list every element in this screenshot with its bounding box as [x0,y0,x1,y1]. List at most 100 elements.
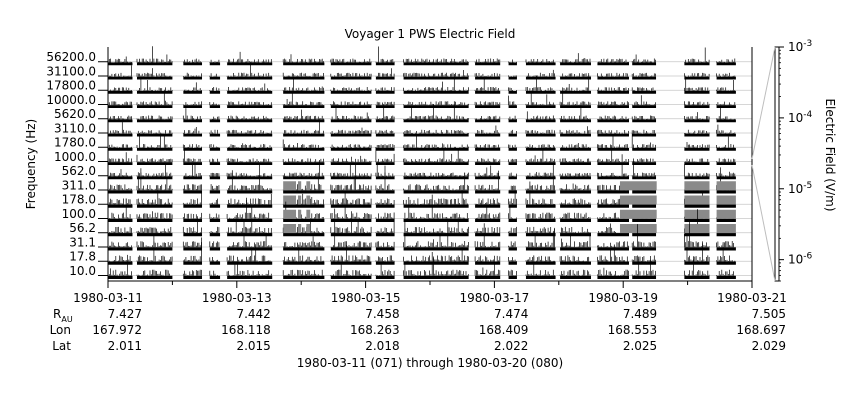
data-segment [508,275,517,279]
signal-spikes [226,244,271,262]
signal-spikes [597,101,629,106]
data-segment [283,218,325,222]
signal-spikes [330,244,372,262]
signal-spikes [597,135,628,148]
signal-spikes [474,144,501,148]
data-segment [475,90,501,94]
colorbar-connector-top [751,46,776,160]
data-segment [227,275,273,279]
data-segment [403,204,469,208]
signal-spikes [182,237,202,262]
signal-spikes [525,129,555,134]
signal-spikes [136,211,173,219]
data-segment [684,90,710,94]
data-segment [108,233,133,237]
data-segment [475,233,501,237]
x-tick-label: 1980-03-11 [73,291,143,305]
signal-spikes [474,73,501,77]
data-segment [375,261,395,265]
data-segment [283,275,325,279]
signal-spikes [209,158,220,163]
signal-spikes [716,105,736,120]
data-segment [227,162,273,165]
signal-spikes [684,112,710,120]
data-segment [560,190,591,194]
data-segment [508,247,517,251]
data-segment [716,90,736,94]
ephemeris-lat-value: 2.029 [752,339,786,353]
data-segment [525,275,556,279]
x-tick-label: 1980-03-17 [460,291,530,305]
signal-spikes [559,53,591,63]
channel-band [98,234,752,265]
signal-spikes [107,79,132,91]
data-segment [209,162,221,165]
signal-spikes [226,163,272,191]
signal-spikes [597,129,629,134]
channel-band [98,90,752,108]
signal-spikes [716,158,736,163]
channel-band [98,146,752,165]
data-segment [475,190,501,194]
data-segment [525,133,556,137]
signal-spikes [508,158,517,163]
signal-spikes [716,269,736,276]
signal-spikes [209,172,220,177]
colorbar-connector-bottom [751,164,776,282]
data-segment [632,119,657,123]
signal-spikes [282,121,324,134]
signal-spikes [508,226,517,234]
signal-spikes [508,87,517,91]
signal-spikes [684,259,710,276]
signal-spikes [107,65,132,77]
signal-spikes [508,201,517,219]
channel-band [98,121,752,137]
signal-spikes [375,162,395,177]
signal-spikes [508,95,516,106]
signal-spikes [330,127,372,134]
data-segment [560,119,591,123]
data-segment [632,90,657,94]
signal-spikes [716,72,736,77]
data-segment [136,261,173,265]
active-emission-block [619,181,657,191]
data-segment [525,90,556,94]
signal-spikes [559,255,590,262]
ephemeris-r-value: 7.442 [236,307,270,321]
data-segment [560,261,591,265]
frequency-label: 100.0 [62,207,96,221]
signal-spikes [508,115,517,120]
data-segment [597,247,629,251]
signal-spikes [209,198,220,205]
ephemeris-lat-value: 2.015 [236,339,270,353]
signal-spikes [330,164,372,191]
signal-spikes [525,255,555,262]
signal-spikes [508,75,517,77]
data-segment [330,76,372,80]
ephemeris-lon-value: 168.697 [736,323,786,337]
data-segment [375,247,395,251]
data-segment [183,218,203,222]
frequency-label: 5620.0 [54,107,96,121]
signal-spikes [716,241,734,248]
signal-spikes [226,172,272,177]
signal-spikes [597,72,629,77]
data-segment [283,76,325,80]
signal-spikes [136,115,173,120]
data-segment [684,190,710,194]
ephemeris-lon-value: 168.118 [221,323,271,337]
data-segment [108,133,133,137]
data-segment [209,204,221,208]
data-segment [525,190,556,194]
data-segment [475,105,501,108]
signal-spikes [282,54,324,63]
active-emission-block [684,181,710,191]
data-segment [375,218,395,222]
x-tick-label: 1980-03-19 [588,291,658,305]
signal-spikes [631,160,656,177]
signal-spikes [525,229,555,248]
signal-spikes [330,72,372,77]
data-segment [209,133,221,137]
data-segment [209,105,221,108]
data-segment [684,275,710,279]
